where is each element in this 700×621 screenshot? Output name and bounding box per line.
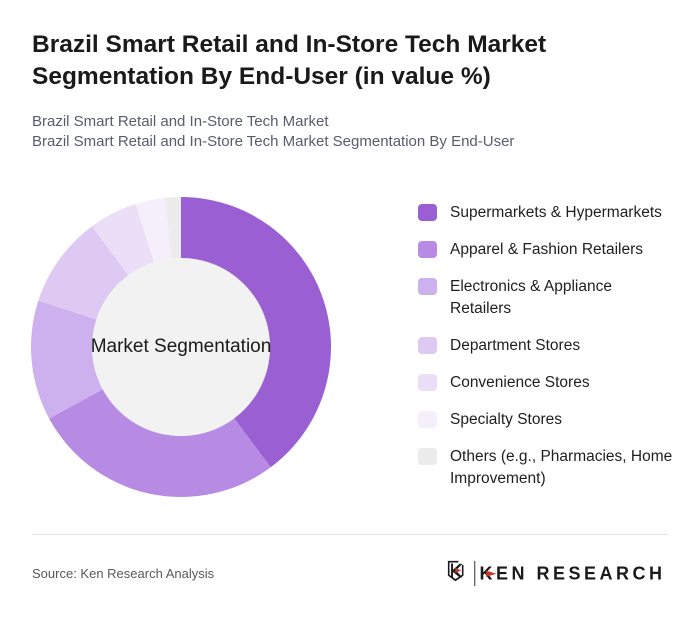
svg-text:KEN RESEARCH: KEN RESEARCH (480, 564, 666, 584)
svg-text:Market Segmentation: Market Segmentation (91, 336, 272, 357)
